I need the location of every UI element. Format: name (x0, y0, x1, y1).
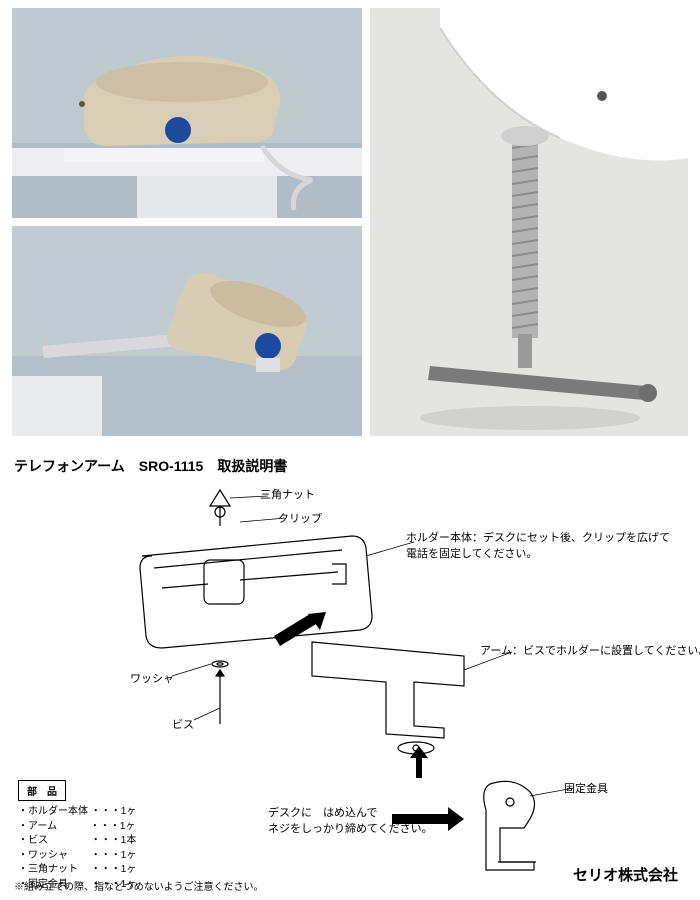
parts-item: ・アーム ・・・1ヶ (18, 820, 178, 835)
company-name: セリオ株式会社 (573, 864, 678, 885)
parts-item: ・三角ナット ・・・1ヶ (18, 863, 178, 878)
label-desk: デスクに はめ込んで ネジをしっかり締めてください。 (268, 804, 433, 836)
label-tri-nut: 三角ナット (260, 486, 315, 502)
document-title: テレフォンアーム SRO-1115 取扱説明書 (14, 456, 287, 476)
label-clamp: 固定金具 (564, 780, 608, 796)
label-vis: ビス (172, 716, 194, 732)
product-photo-1 (12, 8, 362, 218)
photo-grid (12, 8, 688, 448)
parts-item: ・ホルダー本体 ・・・1ヶ (18, 805, 178, 820)
product-photo-2 (12, 226, 362, 436)
assembly-note: ※組み立ての際、指などつめないようご注意ください。 (14, 878, 264, 893)
label-clip: クリップ (278, 510, 322, 526)
parts-item: ・ビス ・・・1本 (18, 834, 178, 849)
parts-list: 部 品 ・ホルダー本体 ・・・1ヶ・アーム ・・・1ヶ・ビス ・・・1本・ワッシ… (18, 780, 178, 892)
parts-item: ・ワッシャ ・・・1ヶ (18, 849, 178, 864)
label-arm: アーム：ビスでホルダーに設置してください。 (480, 642, 700, 658)
label-washer: ワッシャ (130, 670, 174, 686)
product-photo-3 (370, 8, 688, 436)
parts-header: 部 品 (18, 780, 66, 801)
label-holder: ホルダー本体：デスクにセット後、クリップを広げて 電話を固定してください。 (406, 529, 670, 561)
